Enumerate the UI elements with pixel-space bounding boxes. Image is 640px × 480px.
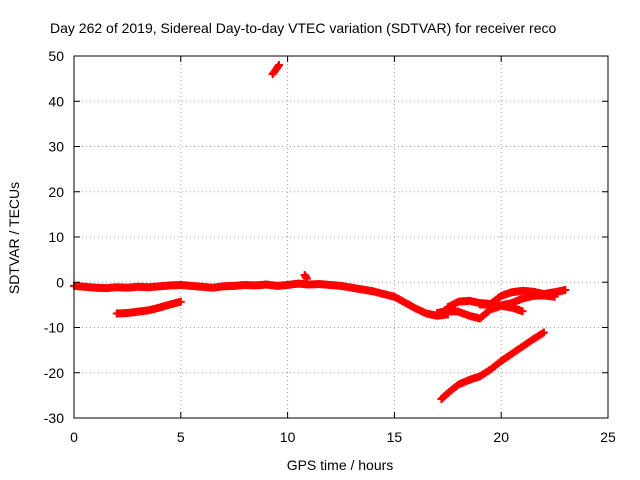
x-tick-label: 5 bbox=[177, 429, 185, 445]
series-main-arc bbox=[70, 279, 452, 320]
series-isolated-high bbox=[268, 61, 284, 79]
x-tick-label: 15 bbox=[387, 429, 403, 445]
grid bbox=[74, 56, 608, 418]
data-point bbox=[176, 297, 185, 306]
x-tick-label: 0 bbox=[70, 429, 78, 445]
chart-title: Day 262 of 2019, Sidereal Day-to-day VTE… bbox=[50, 20, 556, 36]
series-isolated-spike bbox=[300, 271, 311, 283]
series-evening-middle bbox=[475, 291, 559, 310]
x-tick-label: 20 bbox=[493, 429, 509, 445]
series-lower-band-early bbox=[112, 297, 185, 318]
y-tick-label: 20 bbox=[48, 184, 64, 200]
data-point bbox=[275, 61, 284, 70]
y-tick-label: 0 bbox=[56, 274, 64, 290]
data-point bbox=[539, 328, 548, 337]
data-point bbox=[518, 307, 527, 316]
data-point-fill bbox=[273, 62, 282, 71]
y-tick-label: -20 bbox=[44, 365, 64, 381]
y-tick-label: 10 bbox=[48, 229, 64, 245]
y-axis-label: SDTVAR / TECUs bbox=[6, 182, 22, 294]
y-tick-label: -30 bbox=[44, 410, 64, 426]
y-tick-label: 40 bbox=[48, 93, 64, 109]
y-tick-label: 30 bbox=[48, 139, 64, 155]
series-rising-track bbox=[437, 328, 548, 403]
data-point bbox=[561, 285, 570, 294]
data-point bbox=[550, 292, 559, 301]
x-axis-label: GPS time / hours bbox=[287, 457, 394, 473]
y-tick-label: -10 bbox=[44, 320, 64, 336]
axis-ticks: 0 5 10 15 20 25 -30 -20 -10 0 10 20 30 40 50 bbox=[44, 48, 616, 445]
y-tick-label: 50 bbox=[48, 48, 64, 64]
plot-data bbox=[70, 61, 570, 403]
x-tick-label: 25 bbox=[600, 429, 616, 445]
data-point bbox=[302, 274, 311, 283]
x-tick-label: 10 bbox=[280, 429, 296, 445]
